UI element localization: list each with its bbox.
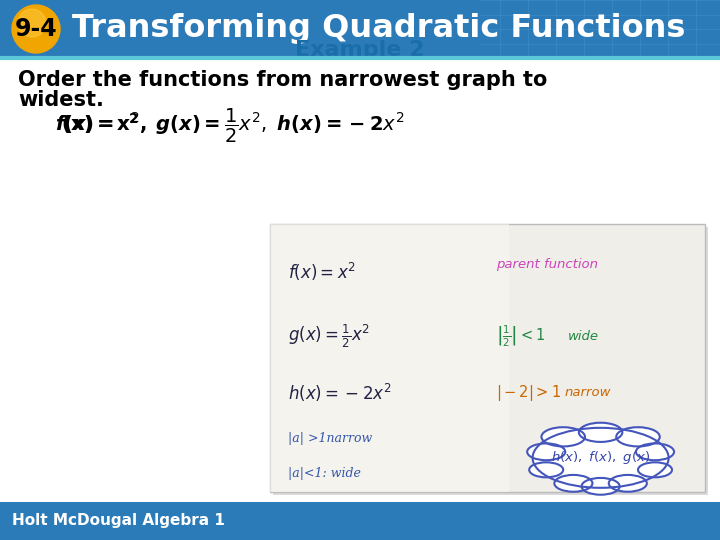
FancyBboxPatch shape [270, 224, 509, 492]
Text: $|-2|>1$: $|-2|>1$ [496, 383, 561, 403]
Text: Order the functions from narrowest graph to: Order the functions from narrowest graph… [18, 70, 547, 90]
Text: $\mathbf{\mathit{f}}$$\mathbf{(x) = x^2, }$: $\mathbf{\mathit{f}}$$\mathbf{(x) = x^2,… [55, 112, 146, 137]
Ellipse shape [582, 478, 620, 495]
Text: Transforming Quadratic Functions: Transforming Quadratic Functions [72, 14, 685, 44]
Ellipse shape [638, 462, 672, 477]
Text: $g(x) = \frac{1}{2}x^{2}$: $g(x) = \frac{1}{2}x^{2}$ [288, 323, 370, 350]
Ellipse shape [541, 427, 585, 447]
Ellipse shape [554, 475, 593, 492]
Text: Holt McDougal Algebra 1: Holt McDougal Algebra 1 [12, 514, 225, 529]
Ellipse shape [579, 423, 622, 442]
Ellipse shape [609, 475, 647, 492]
Text: parent function: parent function [496, 258, 598, 271]
Ellipse shape [529, 462, 563, 477]
FancyBboxPatch shape [270, 224, 705, 492]
Text: $h(x),\ f(x),\ g(x)$: $h(x),\ f(x),\ g(x)$ [551, 449, 650, 467]
Text: $f(x) = x^{2}$: $f(x) = x^{2}$ [288, 261, 356, 284]
Text: $\boldsymbol{f(x) = x^2,\ g(x) = \dfrac{1}{2}x^2,\ h(x) = -2x^2}$: $\boldsymbol{f(x) = x^2,\ g(x) = \dfrac{… [55, 107, 405, 145]
Text: |a| >1narrow: |a| >1narrow [288, 432, 372, 445]
Text: widest.: widest. [18, 90, 104, 110]
Ellipse shape [533, 428, 669, 488]
FancyBboxPatch shape [273, 227, 708, 495]
Circle shape [12, 5, 60, 53]
Text: $\left|\frac{1}{2}\right|<1$: $\left|\frac{1}{2}\right|<1$ [496, 324, 546, 349]
FancyBboxPatch shape [0, 502, 720, 540]
Text: wide: wide [568, 330, 599, 343]
FancyBboxPatch shape [0, 0, 720, 58]
Text: Example 2: Example 2 [295, 40, 425, 60]
Text: |a|<1: wide: |a|<1: wide [288, 467, 361, 480]
Ellipse shape [527, 443, 565, 460]
Text: $h(x) = -2x^{2}$: $h(x) = -2x^{2}$ [288, 382, 392, 404]
Text: narrow: narrow [564, 386, 611, 400]
Text: 9-4: 9-4 [14, 17, 58, 41]
Ellipse shape [636, 443, 674, 460]
Ellipse shape [616, 427, 660, 447]
Circle shape [18, 9, 46, 37]
